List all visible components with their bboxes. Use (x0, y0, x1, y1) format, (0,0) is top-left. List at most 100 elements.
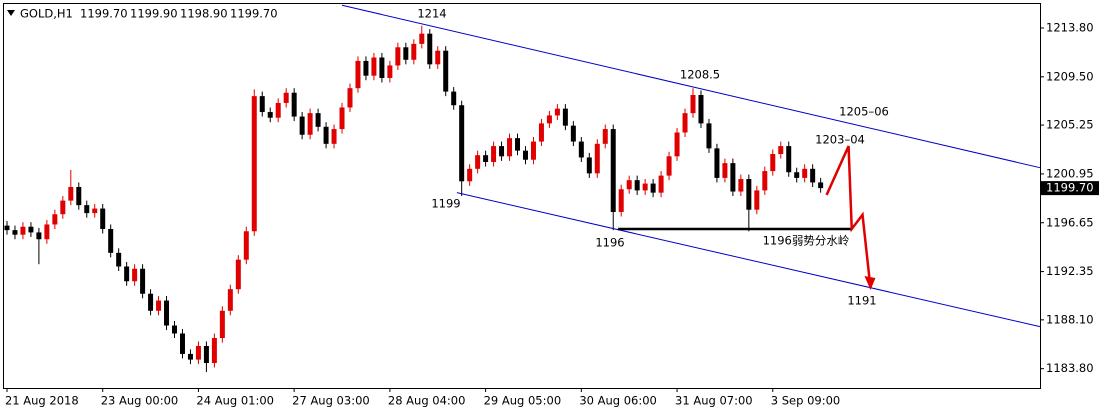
candle-body (371, 57, 377, 76)
candle-body (682, 113, 688, 133)
y-tick-label: 1192.35 (1046, 264, 1094, 278)
candle-body (818, 182, 824, 189)
candle-body (674, 132, 680, 157)
candle-body (706, 123, 712, 149)
candle-body (140, 268, 146, 294)
candle-body (259, 96, 265, 113)
candle-body (507, 138, 513, 157)
candle-body (187, 353, 193, 360)
candle-body (475, 155, 481, 169)
candle-body (762, 171, 768, 191)
candle-body (451, 91, 457, 106)
candle-body (203, 345, 209, 364)
candle-body (52, 214, 58, 225)
candle-body (618, 189, 624, 212)
candle-body (554, 108, 560, 116)
candle-body (172, 325, 178, 334)
x-tick-label: 30 Aug 06:00 (579, 394, 657, 408)
annotation: 1205–06 (839, 105, 889, 119)
candle-body (243, 231, 249, 260)
x-tick-label: 24 Aug 01:00 (196, 394, 274, 408)
candle-body (84, 205, 90, 214)
candle-body (347, 88, 353, 108)
x-tick-label: 27 Aug 03:00 (292, 394, 370, 408)
candle-body (642, 183, 648, 191)
candle-body (4, 225, 10, 231)
candle-body (802, 168, 808, 178)
candle-body (562, 108, 568, 126)
candle-body (538, 123, 544, 142)
candle-body (68, 186, 74, 201)
candle-body (179, 333, 185, 354)
candle-body (331, 129, 337, 144)
candle-body (530, 141, 536, 160)
candle-body (634, 180, 640, 191)
candle-body (307, 113, 313, 135)
candle-body (770, 154, 776, 172)
candle-body (515, 138, 521, 151)
candle-body (427, 33, 433, 65)
annotation: 1196弱势分水岭 (763, 234, 850, 248)
candle-body (666, 156, 672, 176)
annotation: 1214 (417, 7, 446, 21)
candle-body (403, 47, 409, 60)
y-tick-label: 1205.25 (1046, 118, 1094, 132)
price-3: 1198.90 (180, 7, 228, 21)
trend-line (825, 145, 872, 289)
candle-body (60, 200, 66, 215)
candle-body (586, 157, 592, 174)
candle-body (467, 168, 473, 182)
price-1: 1199.70 (80, 7, 128, 21)
candle-body (690, 94, 696, 114)
candle-body (363, 60, 369, 76)
candle-body (323, 126, 329, 144)
candle-body (76, 186, 82, 206)
annotation: 1208.5 (680, 68, 720, 82)
current-price-label: 1199.70 (1046, 181, 1094, 195)
candle-body (108, 229, 114, 253)
candle-body (275, 102, 281, 118)
y-tick-label: 1200.95 (1046, 166, 1094, 180)
candle-body (786, 146, 792, 173)
candle-body (491, 146, 497, 162)
candle-body (610, 129, 616, 212)
x-tick-label: 28 Aug 04:00 (388, 394, 466, 408)
candle-body (339, 107, 345, 130)
candle-body (219, 310, 225, 339)
annotation: 1203–04 (815, 133, 865, 147)
candle-body (20, 226, 26, 235)
candle-body (778, 146, 784, 155)
candle-body (267, 112, 273, 118)
x-tick-label: 3 Sep 09:00 (771, 394, 840, 408)
candle-body (522, 150, 528, 160)
menu-triangle[interactable] (7, 10, 15, 16)
candle-body (195, 345, 201, 360)
candle-body (570, 125, 576, 142)
candle-body (658, 175, 664, 193)
candle-body (483, 155, 489, 162)
candle-body (132, 268, 138, 282)
candle-body (164, 300, 170, 326)
candle-body (355, 60, 361, 89)
candle-body (499, 146, 505, 157)
candle-body (546, 115, 552, 124)
candle-body (283, 92, 289, 103)
y-tick-label: 1213.80 (1046, 20, 1094, 34)
candle-body (602, 129, 608, 144)
candle-body (594, 143, 600, 174)
arrow-head (864, 276, 876, 291)
candle-body (698, 94, 704, 124)
candle-body (387, 65, 393, 78)
symbol: GOLD,H1 (20, 7, 73, 21)
candle-body (156, 300, 162, 311)
y-tick-label: 1183.80 (1046, 361, 1094, 375)
candle-body (794, 172, 800, 178)
candle-body (299, 116, 305, 135)
candle-body (148, 293, 154, 311)
candle-body (738, 179, 744, 192)
candle-body (419, 33, 425, 44)
candle-body (626, 180, 632, 190)
candle-body (100, 208, 106, 230)
